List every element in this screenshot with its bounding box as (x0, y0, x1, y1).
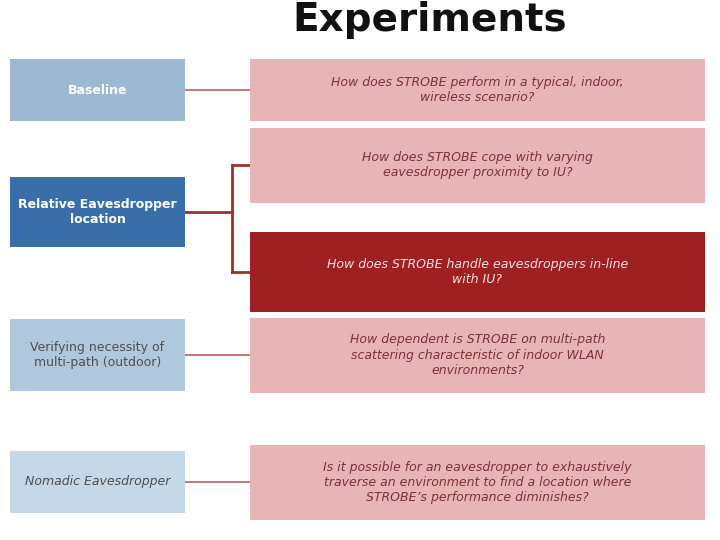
Text: How does STROBE perform in a typical, indoor,
wireless scenario?: How does STROBE perform in a typical, in… (331, 76, 624, 104)
Text: Baseline: Baseline (68, 84, 127, 97)
Text: Is it possible for an eavesdropper to exhaustively
traverse an environment to fi: Is it possible for an eavesdropper to ex… (323, 461, 631, 503)
FancyBboxPatch shape (250, 127, 705, 202)
FancyBboxPatch shape (250, 59, 705, 121)
Text: Nomadic Eavesdropper: Nomadic Eavesdropper (24, 476, 170, 489)
Text: Relative Eavesdropper
location: Relative Eavesdropper location (18, 198, 177, 226)
Text: Experiments: Experiments (293, 1, 567, 39)
Text: Verifying necessity of
multi-path (outdoor): Verifying necessity of multi-path (outdo… (30, 341, 165, 369)
Text: How does STROBE cope with varying
eavesdropper proximity to IU?: How does STROBE cope with varying eavesd… (362, 151, 593, 179)
FancyBboxPatch shape (250, 318, 705, 393)
Text: How dependent is STROBE on multi-path
scattering characteristic of indoor WLAN
e: How dependent is STROBE on multi-path sc… (350, 334, 606, 376)
FancyBboxPatch shape (10, 451, 185, 513)
FancyBboxPatch shape (10, 319, 185, 391)
FancyBboxPatch shape (250, 232, 705, 312)
FancyBboxPatch shape (10, 59, 185, 121)
FancyBboxPatch shape (10, 177, 185, 247)
FancyBboxPatch shape (250, 444, 705, 519)
Text: How does STROBE handle eavesdroppers in-line
with IU?: How does STROBE handle eavesdroppers in-… (327, 258, 628, 286)
